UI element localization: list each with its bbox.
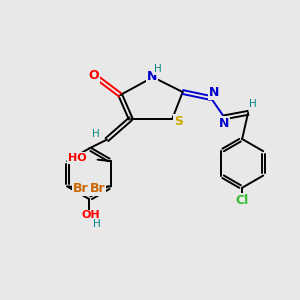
Text: H: H (249, 99, 256, 109)
Text: Br: Br (90, 182, 105, 195)
Text: OH: OH (81, 210, 100, 220)
Text: Br: Br (72, 182, 88, 195)
Text: H: H (154, 64, 162, 74)
Text: O: O (88, 69, 99, 82)
Text: H: H (93, 219, 101, 229)
Text: Cl: Cl (236, 194, 249, 207)
Text: HO: HO (68, 153, 87, 163)
Text: N: N (219, 117, 230, 130)
Text: N: N (147, 70, 158, 83)
Text: S: S (174, 115, 183, 128)
Text: H: H (92, 129, 100, 139)
Text: N: N (209, 86, 220, 99)
